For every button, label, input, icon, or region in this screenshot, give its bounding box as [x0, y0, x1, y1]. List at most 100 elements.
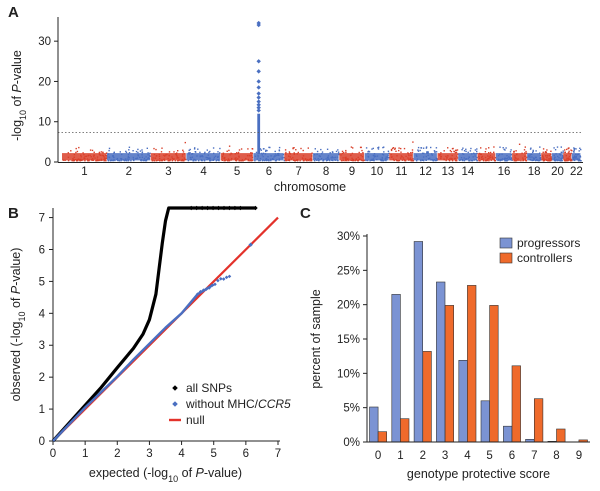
snp-point	[479, 160, 481, 162]
snp-point	[392, 147, 394, 150]
bar-controllers-6	[511, 365, 521, 443]
snp-point	[544, 151, 546, 153]
snp-point	[539, 146, 541, 148]
qq-legend: all SNPs without MHC/CCR5 null	[169, 381, 291, 427]
snp-point	[435, 147, 438, 149]
snp-point	[135, 150, 138, 153]
snp-density-band	[389, 153, 413, 161]
snp-point	[506, 160, 508, 162]
x-tick-label: 3	[146, 448, 152, 460]
snp-point	[380, 159, 382, 162]
snp-point	[343, 151, 345, 154]
snp-point	[471, 159, 473, 162]
snp-point	[72, 159, 75, 162]
snp-point	[579, 156, 582, 158]
snp-point	[285, 151, 287, 154]
snp-point	[70, 150, 72, 152]
snp-point	[542, 151, 544, 153]
snp-point	[378, 146, 380, 148]
snp-point	[371, 148, 373, 150]
snp-point	[93, 151, 95, 153]
snp-point	[382, 160, 385, 162]
snp-point	[382, 146, 384, 149]
snp-point	[174, 160, 177, 162]
snp-point	[361, 159, 364, 162]
snp-point	[193, 148, 196, 150]
snp-point	[142, 159, 144, 162]
snp-point	[137, 151, 139, 154]
y-tick-label: 10%	[337, 368, 360, 380]
snp-point	[250, 159, 252, 162]
snp-point	[435, 159, 437, 162]
snp-density-band	[541, 153, 552, 161]
snp-point	[411, 151, 414, 154]
snp-point	[367, 159, 369, 162]
snp-density-band	[186, 153, 221, 161]
snp-point	[425, 146, 428, 148]
snp-point	[209, 160, 211, 162]
chromosome-label-5: 5	[234, 166, 240, 178]
without-mhc-ccr5-point	[224, 275, 229, 280]
chromosome-7-points	[284, 147, 313, 162]
snp-point	[84, 160, 86, 162]
all-snps-point	[194, 205, 199, 211]
snp-point	[488, 160, 490, 162]
snp-point	[561, 154, 564, 157]
snp-point	[565, 160, 567, 162]
snp-point	[337, 159, 339, 162]
chromosome-label-6: 6	[266, 166, 272, 178]
snp-point	[363, 159, 366, 161]
snp-point	[478, 160, 480, 162]
snp-point	[377, 147, 379, 149]
snp-point	[184, 141, 186, 144]
snp-point	[432, 159, 434, 162]
snp-point	[240, 148, 243, 150]
snp-point	[320, 148, 322, 151]
snp-point	[392, 147, 395, 149]
snp-point	[535, 150, 537, 152]
snp-point	[560, 151, 562, 153]
snp-point	[111, 159, 113, 162]
snp-point	[510, 149, 512, 151]
without-mhc-ccr5-point	[248, 242, 253, 247]
bar-controllers-0	[377, 431, 388, 443]
y-tick-label: 7	[39, 213, 45, 225]
bar-progressors-6	[503, 425, 513, 443]
snp-point	[575, 148, 577, 150]
snp-point	[400, 151, 402, 153]
snp-point	[286, 159, 288, 162]
bar-progressors-2	[413, 241, 424, 443]
snp-point	[153, 147, 155, 150]
snp-point	[357, 159, 359, 162]
snp-point	[358, 151, 360, 154]
legend-label-null: null	[186, 413, 205, 427]
snp-point	[100, 151, 103, 153]
snp-point	[570, 149, 572, 151]
snp-point	[239, 160, 241, 162]
snp-point	[420, 160, 422, 162]
snp-point	[87, 160, 89, 162]
snp-point	[108, 147, 111, 150]
snp-point	[160, 159, 163, 162]
snp-point	[524, 152, 526, 154]
snp-point	[539, 157, 542, 159]
y-tick-label: 30	[38, 36, 51, 48]
legend-label-progressors: progressors	[517, 236, 580, 250]
snp-point	[451, 160, 454, 162]
snp-point	[303, 159, 305, 162]
snp-point	[554, 160, 557, 162]
snp-point	[78, 146, 80, 149]
bar-progressors-4	[458, 359, 468, 443]
snp-point	[488, 147, 490, 149]
snp-point	[255, 151, 258, 154]
all-snps-point	[216, 205, 221, 211]
bar-controllers-8	[556, 428, 566, 443]
chromosome-label-14: 14	[462, 166, 475, 178]
snp-point	[125, 151, 128, 154]
snp-point	[177, 150, 179, 152]
y-tick-label: 30%	[337, 231, 360, 243]
snp-point	[383, 146, 385, 148]
snp-point	[288, 159, 291, 162]
snp-density-band	[62, 153, 107, 161]
